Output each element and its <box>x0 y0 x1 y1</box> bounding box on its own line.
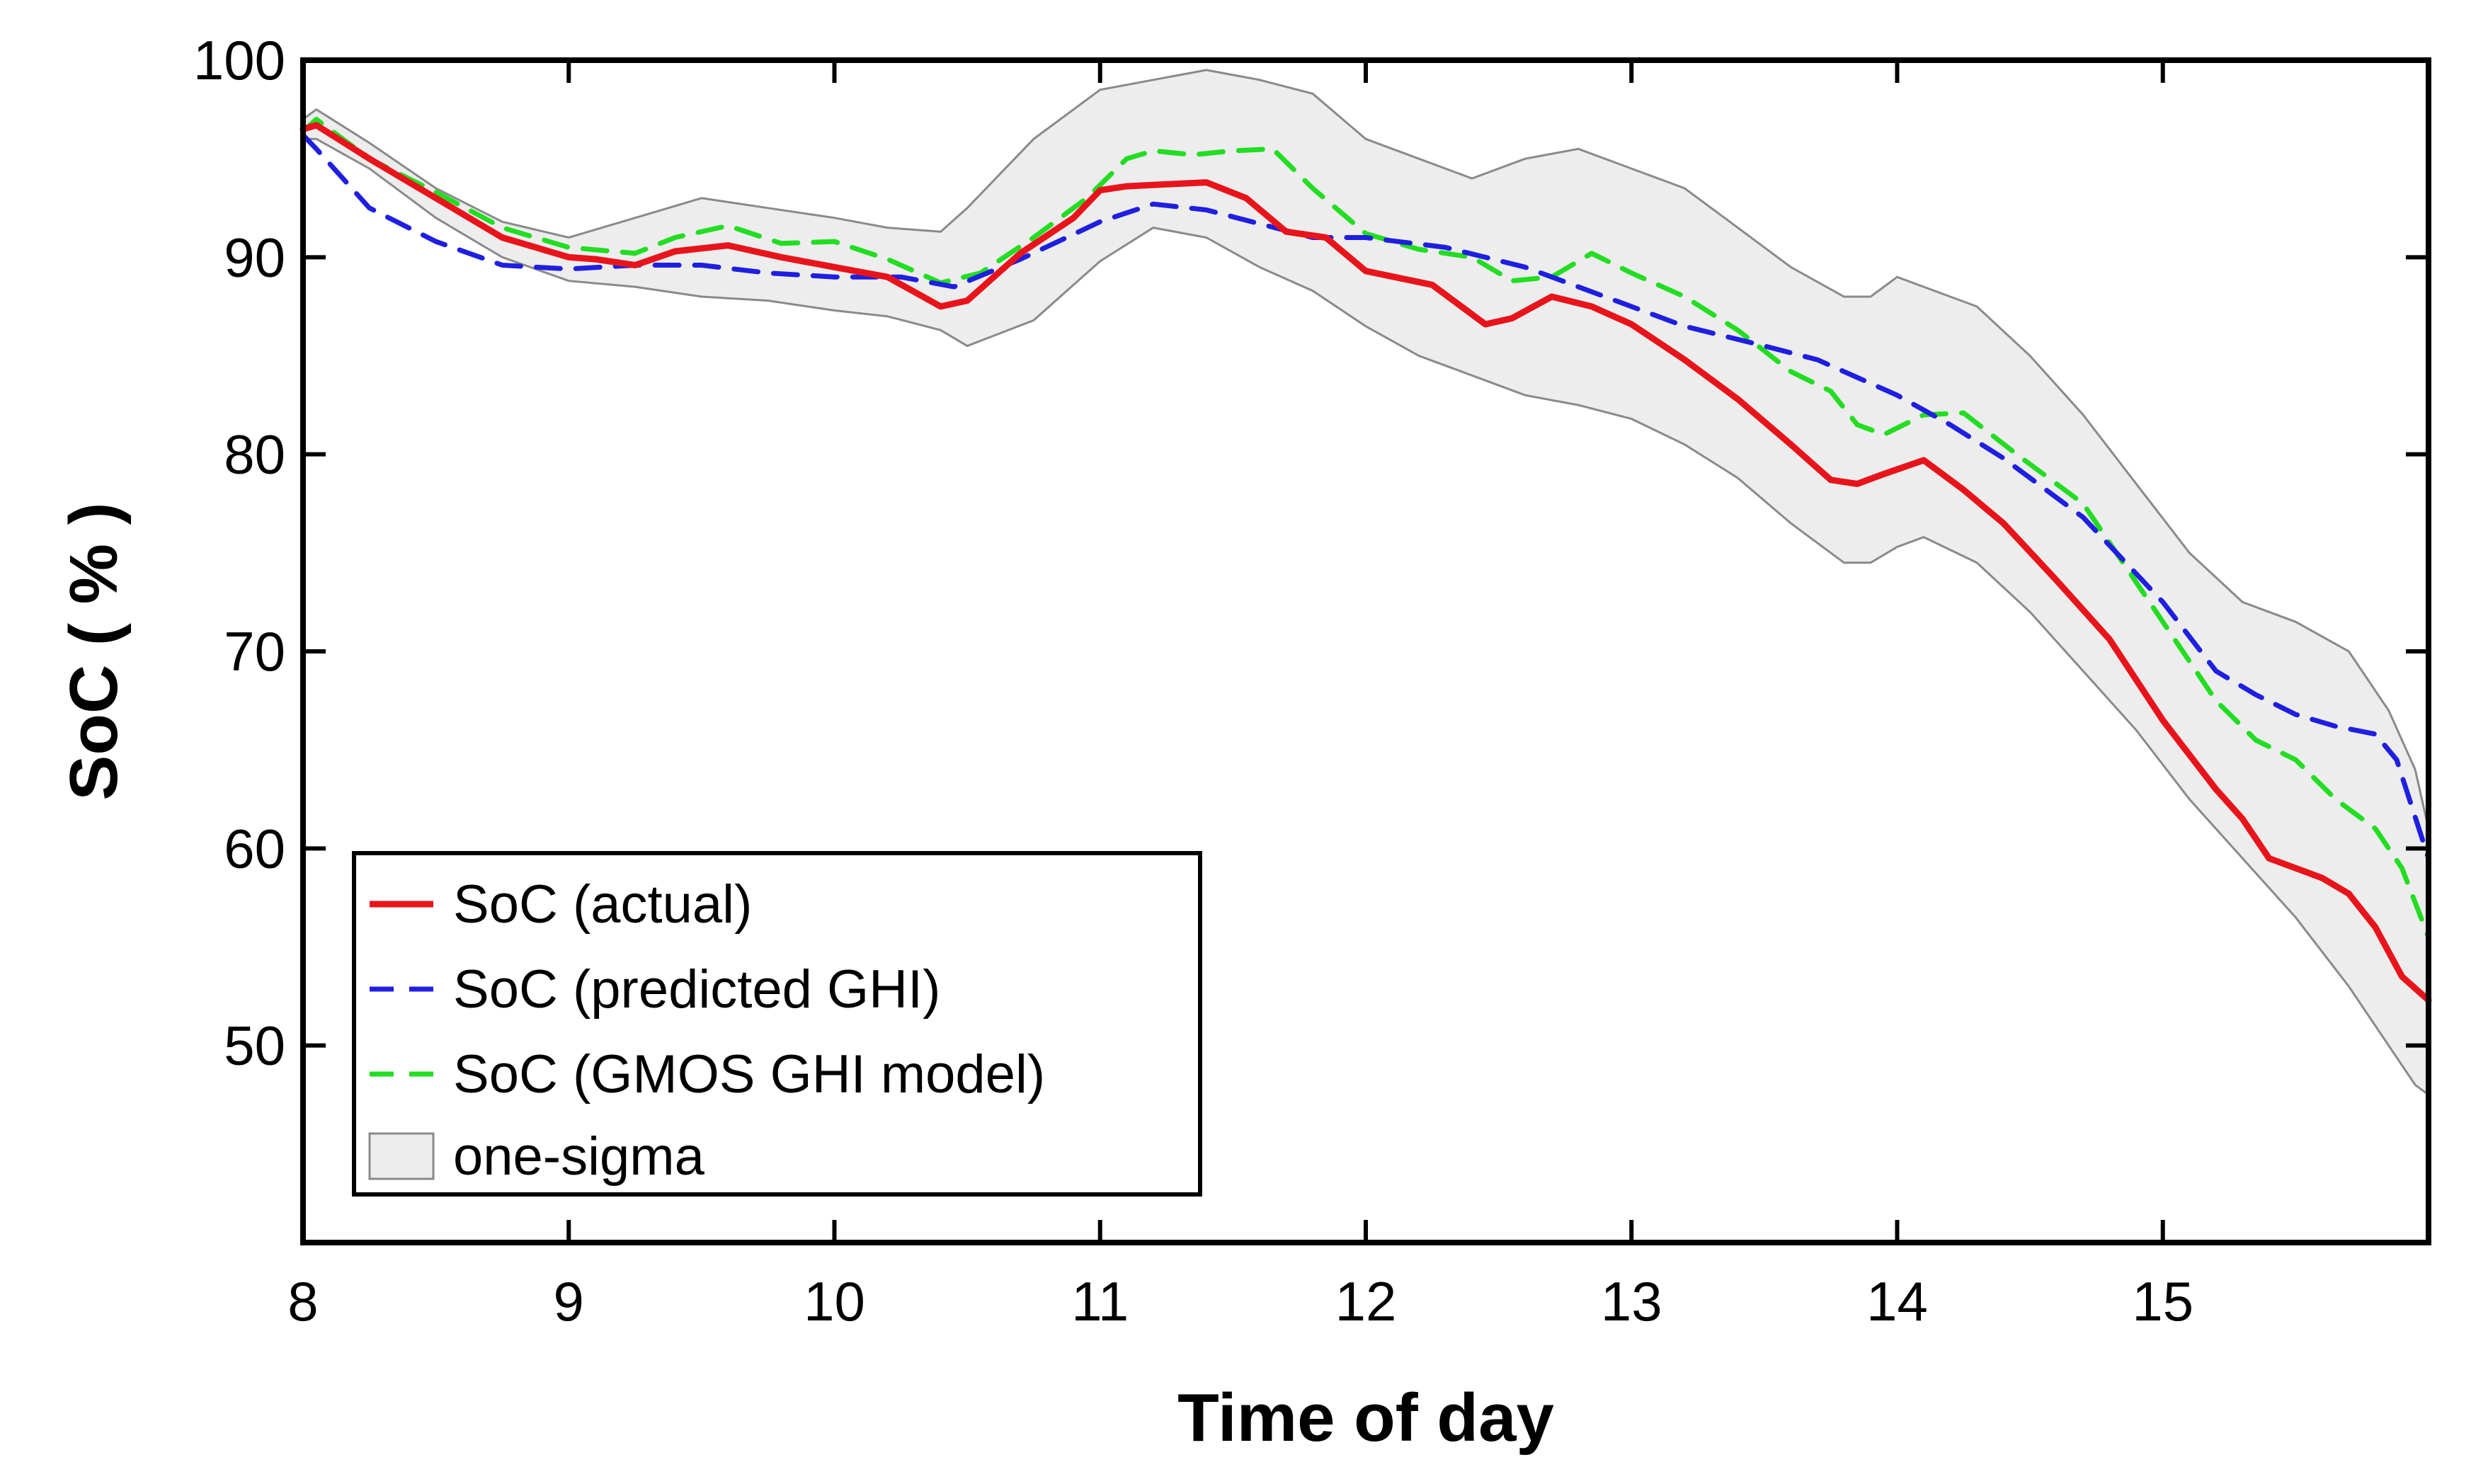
x-tick-label: 13 <box>1601 1270 1662 1332</box>
x-tick-label: 10 <box>804 1270 865 1332</box>
x-tick-label: 8 <box>287 1270 318 1332</box>
legend-label-predicted-ghi: SoC (predicted GHI) <box>453 959 940 1020</box>
legend-label-gmos-ghi-model: SoC (GMOS GHI model) <box>453 1044 1045 1105</box>
y-tick-label: 100 <box>193 29 285 91</box>
x-axis-label: Time of day <box>1177 1380 1554 1456</box>
y-tick-label: 70 <box>224 620 285 683</box>
legend-label-one-sigma: one-sigma <box>453 1126 705 1187</box>
y-tick-label: 90 <box>224 226 285 288</box>
x-tick-label: 12 <box>1335 1270 1397 1332</box>
series-line-actual <box>299 122 2432 1004</box>
y-tick-label: 80 <box>224 423 285 486</box>
legend-box <box>352 851 1202 1197</box>
series-line-predicted-ghi <box>300 132 2431 861</box>
legend: SoC (actual) SoC (predicted GHI) SoC (GM… <box>352 851 1202 1197</box>
ticks-layer: 8 9 10 11 12 13 14 15 50 60 70 80 90 100 <box>193 29 2429 1332</box>
y-tick-label: 60 <box>224 817 285 879</box>
x-tick-label: 15 <box>2132 1270 2193 1332</box>
legend-swatch-one-sigma <box>368 1132 435 1180</box>
legend-label-actual: SoC (actual) <box>453 874 752 935</box>
series-layer <box>299 117 2432 1004</box>
y-axis-label: SoC ( % ) <box>56 502 132 800</box>
x-tick-label: 14 <box>1866 1270 1928 1332</box>
x-tick-label: 11 <box>1071 1270 1129 1332</box>
x-tick-label: 9 <box>554 1270 584 1332</box>
y-tick-label: 50 <box>224 1015 285 1077</box>
